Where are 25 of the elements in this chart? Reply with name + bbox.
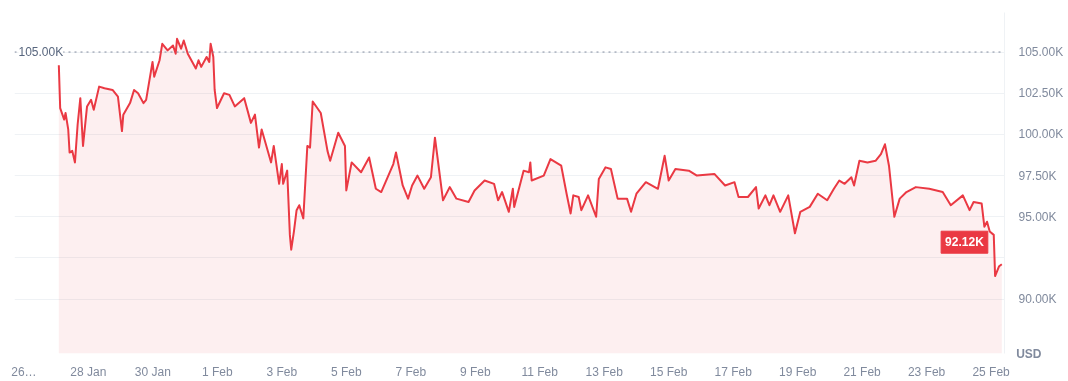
x-tick-label: 28 Jan bbox=[70, 364, 107, 379]
x-tick-label: 25 Feb bbox=[972, 364, 1011, 379]
y-tick-label: 97.50K bbox=[1018, 168, 1057, 183]
y-tick-label: 100.00K bbox=[1018, 127, 1064, 142]
ref-line-label: 105.00K bbox=[18, 45, 64, 60]
x-tick-label: 9 Feb bbox=[459, 364, 491, 379]
y-tick-label: 105.00K bbox=[1018, 45, 1064, 60]
y-tick-label: 102.50K bbox=[1018, 86, 1064, 101]
x-tick-label: 23 Feb bbox=[907, 364, 946, 379]
x-tick-label: 26… bbox=[11, 364, 37, 379]
x-tick-label: 1 Feb bbox=[201, 364, 233, 379]
y-tick-label: 95.00K bbox=[1018, 209, 1057, 224]
x-tick-label: 30 Jan bbox=[134, 364, 171, 379]
x-tick-label: 19 Feb bbox=[778, 364, 817, 379]
annotation: 92.12K bbox=[945, 235, 985, 250]
x-tick-label: 21 Feb bbox=[843, 364, 882, 379]
x-tick-label: 13 Feb bbox=[585, 364, 624, 379]
y-axis-title: USD bbox=[1016, 346, 1042, 361]
x-tick-label: 17 Feb bbox=[714, 364, 753, 379]
x-tick-label: 7 Feb bbox=[395, 364, 427, 379]
x-tick-label: 5 Feb bbox=[330, 364, 362, 379]
x-tick-label: 15 Feb bbox=[650, 364, 688, 379]
y-tick-label: 90.00K bbox=[1018, 292, 1057, 307]
x-tick-label: 3 Feb bbox=[266, 364, 298, 379]
x-tick-label: 11 Feb bbox=[521, 364, 559, 379]
